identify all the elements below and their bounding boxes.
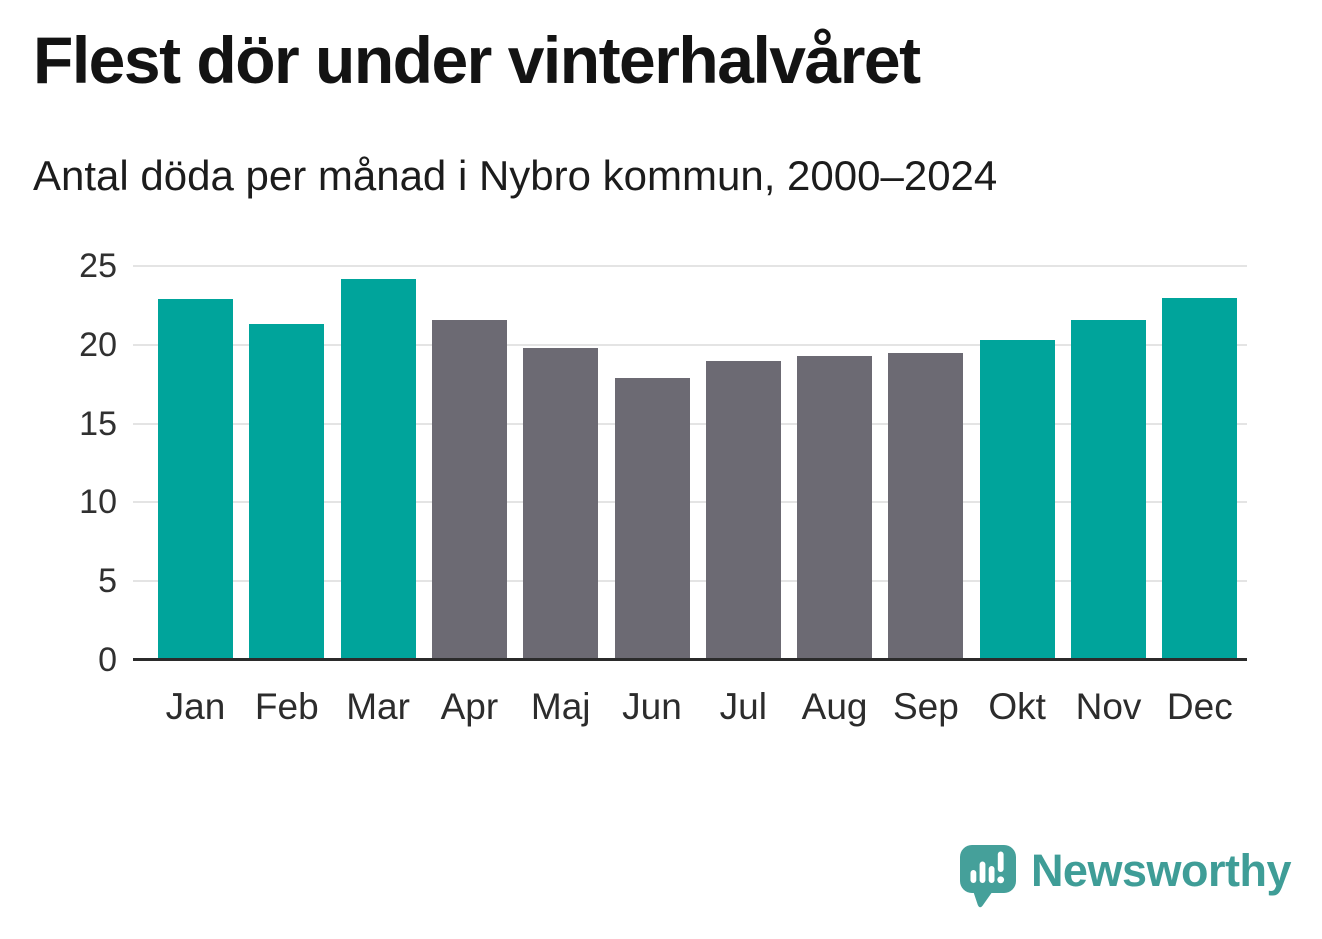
gridline-5 (133, 580, 1247, 583)
y-axis-tick-0: 0 (98, 641, 117, 679)
month-label-feb: Feb (254, 686, 319, 727)
month-label-nov: Nov (1075, 686, 1142, 727)
bar-maj (523, 347, 599, 660)
brand-name: Newsworthy (1030, 844, 1292, 896)
bar-aug (797, 355, 873, 660)
y-axis-tick-5: 5 (98, 562, 117, 601)
month-label-jul: Jul (719, 686, 767, 727)
bar-nov (1071, 319, 1146, 660)
newsworthy-logo-icon (959, 845, 1016, 908)
month-label-maj: Maj (530, 686, 591, 727)
gridline-10 (133, 501, 1247, 504)
page-subtitle: Antal döda per månad i Nybro kommun, 200… (33, 152, 998, 199)
month-label-dec: Dec (1166, 686, 1233, 727)
month-label-okt: Okt (988, 686, 1046, 727)
bar-mar (340, 278, 416, 660)
gridline-25 (133, 265, 1247, 267)
bar-jul (705, 360, 781, 660)
bar-sep (888, 352, 964, 660)
y-axis-tick-20: 20 (79, 325, 117, 364)
x-axis-line (133, 658, 1247, 661)
bar-okt (979, 340, 1055, 660)
bar-jun (614, 377, 690, 660)
month-label-apr: Apr (440, 686, 499, 727)
y-axis-tick-10: 10 (79, 483, 117, 522)
month-label-sep: Sep (892, 686, 959, 727)
bar-apr (431, 319, 507, 660)
bar-jan (158, 299, 233, 660)
y-axis-tick-25: 25 (79, 247, 117, 285)
bar-feb (249, 324, 325, 660)
bar-dec (1162, 297, 1238, 660)
brand-footer: Newsworthy (959, 844, 1292, 909)
month-label-mar: Mar (346, 686, 410, 727)
month-label-jun: Jun (622, 686, 682, 727)
y-axis-tick-15: 15 (79, 404, 117, 443)
gridline-15 (133, 422, 1247, 425)
gridline-20 (133, 343, 1247, 346)
plot-area: 0 5 10 15 20 25 Jan Feb Mar Apr Maj Jun Jul Aug Sep Okt… (79, 247, 1247, 727)
page-title: Flest dör under vinterhalvåret (33, 23, 921, 97)
month-label-jan: Jan (165, 686, 226, 727)
month-label-aug: Aug (801, 686, 868, 727)
